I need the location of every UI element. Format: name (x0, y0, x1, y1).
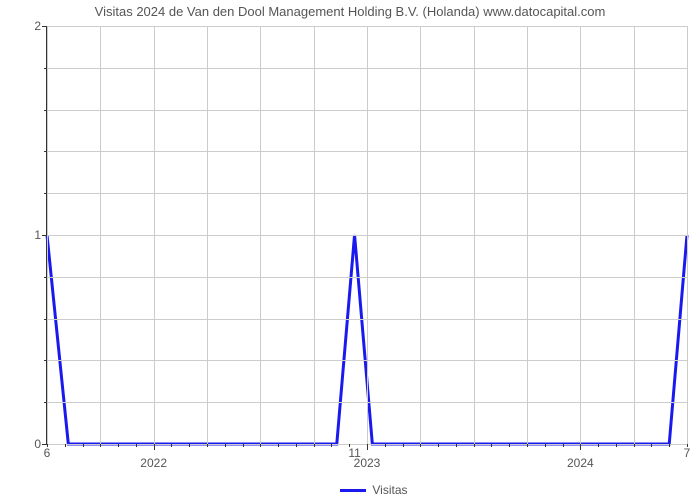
y-minor-tick-mark (44, 151, 47, 152)
y-minor-tick-mark (44, 402, 47, 403)
x-minor-tick-mark (616, 444, 617, 447)
x-axis-value-label: 11 (348, 444, 360, 460)
x-minor-tick-mark (171, 444, 172, 447)
grid-horizontal (47, 319, 687, 320)
x-minor-tick-mark (65, 444, 66, 447)
x-minor-tick-mark (438, 444, 439, 447)
x-minor-tick-mark (474, 444, 475, 447)
x-axis-value-label: 6 (44, 444, 51, 460)
grid-horizontal (47, 110, 687, 111)
x-tick-label: 2022 (140, 444, 167, 470)
legend-swatch (340, 489, 366, 492)
y-minor-tick-mark (44, 319, 47, 320)
y-tick-mark (42, 26, 47, 27)
x-minor-tick-mark (651, 444, 652, 447)
grid-horizontal (47, 402, 687, 403)
grid-horizontal (47, 235, 687, 236)
x-minor-tick-mark (563, 444, 564, 447)
x-minor-tick-mark (331, 444, 332, 447)
grid-vertical (687, 26, 688, 444)
y-minor-tick-mark (44, 110, 47, 111)
x-minor-tick-mark (207, 444, 208, 447)
x-minor-tick-mark (136, 444, 137, 447)
x-tick-label: 2024 (567, 444, 594, 470)
x-minor-tick-mark (243, 444, 244, 447)
x-minor-tick-mark (296, 444, 297, 447)
y-tick-mark (42, 235, 47, 236)
x-minor-tick-mark (420, 444, 421, 447)
y-minor-tick-mark (44, 193, 47, 194)
x-minor-tick-mark (403, 444, 404, 447)
grid-horizontal (47, 26, 687, 27)
x-minor-tick-mark (260, 444, 261, 447)
x-minor-tick-mark (385, 444, 386, 447)
x-axis-value-label: 7 (684, 444, 691, 460)
x-minor-tick-mark (491, 444, 492, 447)
x-minor-tick-mark (545, 444, 546, 447)
x-minor-tick-mark (456, 444, 457, 447)
grid-horizontal (47, 360, 687, 361)
x-minor-tick-mark (83, 444, 84, 447)
chart-container: Visitas 2024 de Van den Dool Management … (0, 0, 700, 500)
y-minor-tick-mark (44, 360, 47, 361)
chart-title: Visitas 2024 de Van den Dool Management … (0, 4, 700, 19)
x-minor-tick-mark (527, 444, 528, 447)
legend: Visitas (340, 483, 407, 497)
x-minor-tick-mark (118, 444, 119, 447)
grid-horizontal (47, 193, 687, 194)
x-minor-tick-mark (314, 444, 315, 447)
x-minor-tick-mark (100, 444, 101, 447)
y-minor-tick-mark (44, 68, 47, 69)
x-minor-tick-mark (225, 444, 226, 447)
x-minor-tick-mark (598, 444, 599, 447)
plot-area: 0122022202320246117 (46, 26, 687, 445)
grid-horizontal (47, 68, 687, 69)
x-minor-tick-mark (189, 444, 190, 447)
grid-horizontal (47, 151, 687, 152)
x-minor-tick-mark (634, 444, 635, 447)
y-minor-tick-mark (44, 277, 47, 278)
legend-label: Visitas (372, 483, 407, 497)
x-minor-tick-mark (278, 444, 279, 447)
x-minor-tick-mark (509, 444, 510, 447)
grid-horizontal (47, 277, 687, 278)
x-minor-tick-mark (669, 444, 670, 447)
